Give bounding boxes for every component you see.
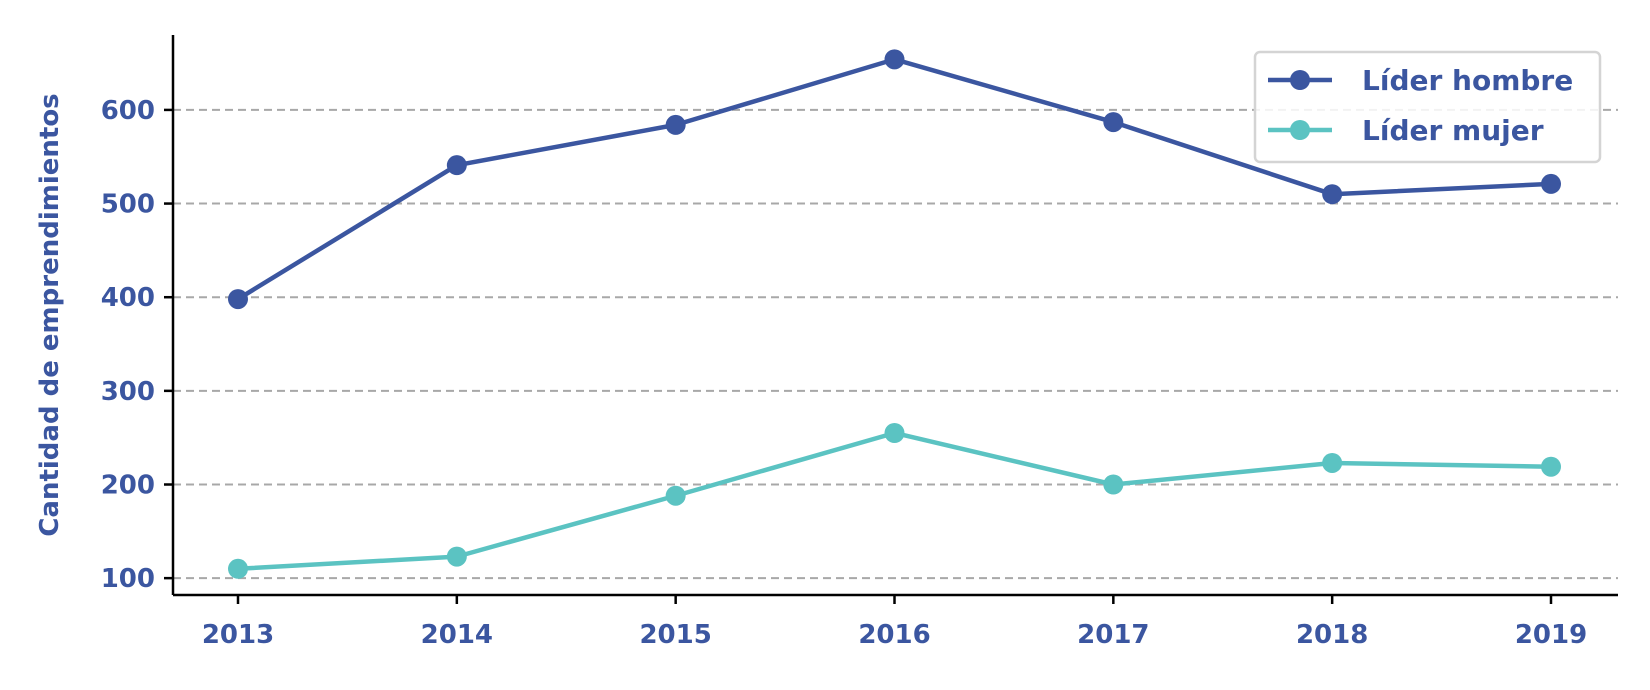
y-tick-label: 400: [101, 283, 155, 313]
series-line: [237, 430, 1552, 572]
legend-label: Líder mujer: [1362, 114, 1544, 147]
y-axis-title: Cantidad de emprendimientos: [35, 93, 65, 536]
data-point[interactable]: [1541, 173, 1561, 194]
data-point[interactable]: [228, 289, 248, 310]
data-series: [228, 49, 1561, 579]
data-point[interactable]: [1103, 112, 1124, 133]
legend-item[interactable]: Líder hombre: [1268, 64, 1573, 97]
y-tick-label: 600: [101, 96, 155, 126]
series-l-der-hombre: [228, 49, 1561, 310]
x-tick-label: 2019: [1515, 620, 1587, 650]
data-point[interactable]: [446, 546, 467, 567]
legend-item[interactable]: Líder mujer: [1268, 114, 1544, 147]
data-point[interactable]: [228, 558, 248, 579]
legend[interactable]: Líder hombre Líder mujer: [1253, 50, 1602, 164]
y-axis-ticks: 100 200 300 400 500 600: [101, 96, 173, 594]
x-axis-ticks: 2013 2014 2015 2016 2017 2018 2019: [202, 595, 1587, 650]
x-tick-label: 2016: [858, 620, 930, 650]
data-point[interactable]: [1322, 452, 1343, 473]
x-tick-label: 2014: [421, 620, 493, 650]
gridlines: [173, 108, 1618, 580]
data-point[interactable]: [884, 49, 905, 70]
legend-box: [1253, 50, 1602, 164]
legend-label: Líder hombre: [1362, 64, 1573, 97]
x-tick-label: 2015: [639, 620, 711, 650]
x-tick-label: 2013: [202, 620, 274, 650]
y-tick-label: 200: [101, 470, 155, 500]
data-point[interactable]: [1322, 184, 1343, 205]
y-tick-label: 500: [101, 190, 155, 220]
data-point[interactable]: [446, 155, 467, 176]
data-point[interactable]: [665, 485, 686, 506]
y-tick-label: 300: [101, 377, 155, 407]
data-point[interactable]: [884, 422, 905, 443]
data-point[interactable]: [1541, 456, 1561, 477]
y-tick-label: 100: [101, 564, 155, 594]
data-point[interactable]: [665, 114, 686, 135]
series-l-der-mujer: [228, 422, 1561, 579]
legend-swatch-marker: [1290, 70, 1310, 90]
x-tick-label: 2017: [1077, 620, 1149, 650]
legend-swatch-marker: [1290, 120, 1310, 140]
data-point[interactable]: [1103, 474, 1124, 495]
x-tick-label: 2018: [1296, 620, 1368, 650]
